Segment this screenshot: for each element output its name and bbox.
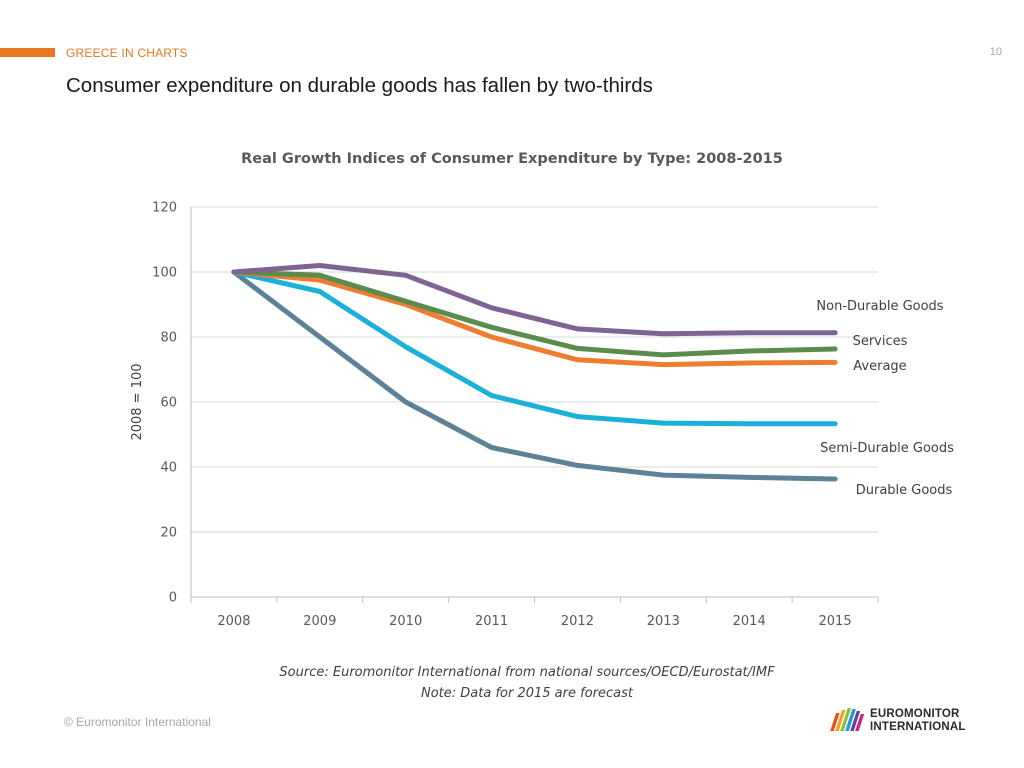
chart-title: Real Growth Indices of Consumer Expendit… <box>241 151 783 167</box>
logo-stripes-icon <box>830 708 865 731</box>
x-tick-label: 2012 <box>561 614 594 629</box>
x-tick-label: 2014 <box>733 614 766 629</box>
y-tick-label: 40 <box>160 461 177 476</box>
logo-line-2: INTERNATIONAL <box>870 720 966 733</box>
y-tick-label: 80 <box>160 331 177 346</box>
note-line: Note: Data for 2015 are forecast <box>421 686 633 701</box>
y-axis-label: 2008 = 100 <box>130 363 145 440</box>
y-tick-label: 20 <box>160 526 177 541</box>
series-line-non-durable-goods <box>231 263 838 337</box>
series-label-semi-durable-goods: Semi-Durable Goods <box>820 441 954 456</box>
series-line-services <box>231 269 838 358</box>
slide-title: Consumer expenditure on durable goods ha… <box>66 74 653 97</box>
x-tick-label: 2013 <box>647 614 680 629</box>
x-tick-label: 2010 <box>389 614 422 629</box>
section-label: GREECE IN CHARTS <box>66 46 188 60</box>
y-tick-label: 0 <box>169 591 177 606</box>
series-line-average <box>231 269 838 368</box>
series-line-durable-goods <box>231 269 838 482</box>
logo-line-1: EUROMONITOR <box>870 708 960 720</box>
page-number: 10 <box>989 46 1002 58</box>
series-label-average: Average <box>853 359 906 374</box>
x-tick-label: 2009 <box>303 614 336 629</box>
chart-source: Source: Euromonitor International from n… <box>0 662 1024 704</box>
y-tick-label: 100 <box>152 266 177 281</box>
series-line-semi-durable-goods <box>231 269 838 427</box>
series-label-services: Services <box>853 334 908 349</box>
copyright: © Euromonitor International <box>64 715 211 729</box>
series-label-durable-goods: Durable Goods <box>856 483 953 498</box>
x-tick-label: 2011 <box>475 614 508 629</box>
euromonitor-logo: EUROMONITOR INTERNATIONAL <box>828 707 966 735</box>
y-tick-label: 60 <box>160 396 177 411</box>
x-tick-label: 2008 <box>217 614 250 629</box>
source-line: Source: Euromonitor International from n… <box>279 665 775 680</box>
accent-bar <box>0 48 55 57</box>
series-label-non-durable-goods: Non-Durable Goods <box>816 299 943 314</box>
x-tick-label: 2015 <box>819 614 852 629</box>
y-tick-label: 120 <box>152 201 177 216</box>
